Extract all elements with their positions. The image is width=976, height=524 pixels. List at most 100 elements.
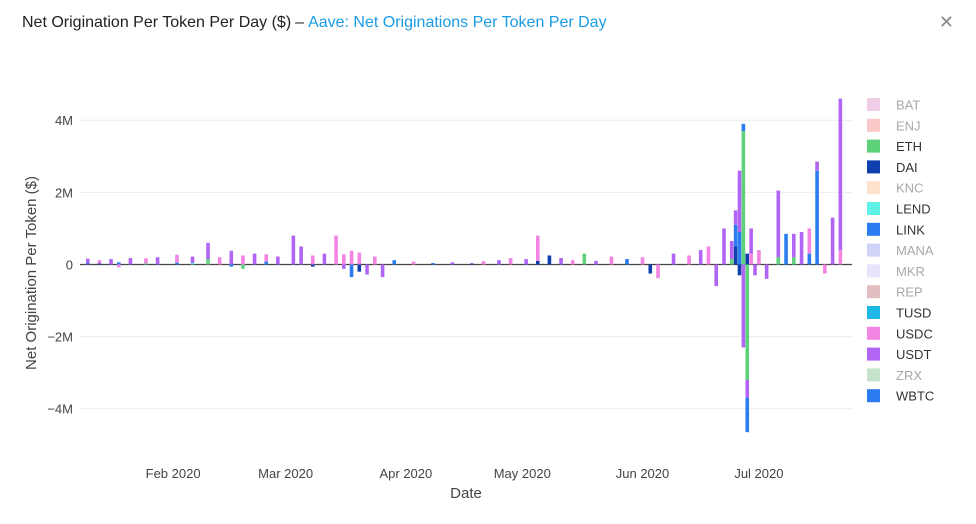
bar-segment-eth[interactable] xyxy=(206,259,210,265)
bar-segment-usdc[interactable] xyxy=(349,250,354,265)
legend-item-knc[interactable]: KNC xyxy=(867,181,923,196)
bar-segment-dai[interactable] xyxy=(733,246,738,265)
legend-item-enj[interactable]: ENJ xyxy=(867,118,921,133)
bar-segment-usdt[interactable] xyxy=(764,264,769,279)
bar-segment-link[interactable] xyxy=(741,123,746,132)
bar-segment-usdc[interactable] xyxy=(357,252,362,265)
bar-segment-usdt[interactable] xyxy=(109,259,113,265)
bar-segment-link[interactable] xyxy=(392,260,397,265)
bar-segment-usdc[interactable] xyxy=(217,257,222,265)
dashboard-link[interactable]: Aave: Net Originations Per Token Per Day xyxy=(308,14,607,31)
bar-segment-usdt[interactable] xyxy=(291,235,296,265)
legend-item-eth[interactable]: ETH xyxy=(867,139,922,154)
bar-segment-usdc[interactable] xyxy=(116,264,121,268)
bar-segment-usdt[interactable] xyxy=(341,264,346,269)
bar-segment-link[interactable] xyxy=(175,262,179,265)
bar-segment-dai[interactable] xyxy=(745,253,750,265)
bar-segment-usdc[interactable] xyxy=(570,260,575,265)
legend-item-tusd[interactable]: TUSD xyxy=(867,306,931,321)
bar-segment-eth[interactable] xyxy=(792,257,796,265)
bar-segment-usdt[interactable] xyxy=(815,161,819,171)
bar-segment-link[interactable] xyxy=(264,261,269,265)
bar-segment-usdt[interactable] xyxy=(206,242,210,260)
bar-segment-usdc[interactable] xyxy=(241,255,245,265)
bar-segment-usdt[interactable] xyxy=(380,264,385,278)
bar-segment-usdt[interactable] xyxy=(322,253,327,265)
bar-segment-dai[interactable] xyxy=(547,255,552,265)
legend-item-rep[interactable]: REP xyxy=(867,285,923,300)
bar-segment-usdt[interactable] xyxy=(559,257,563,265)
legend-item-dai[interactable]: DAI xyxy=(867,160,918,175)
legend-item-mkr[interactable]: MKR xyxy=(867,264,925,279)
bar-segment-usdt[interactable] xyxy=(128,257,133,265)
bar-segment-usdt[interactable] xyxy=(594,260,598,265)
bar-segment-usdc[interactable] xyxy=(411,261,416,265)
bar-segment-usdc[interactable] xyxy=(334,235,338,265)
bar-segment-eth[interactable] xyxy=(582,253,587,265)
bar-segment-usdt[interactable] xyxy=(365,264,369,275)
bar-segment-usdc[interactable] xyxy=(807,228,812,254)
bar-segment-usdc[interactable] xyxy=(175,254,179,263)
bar-segment-usdc[interactable] xyxy=(310,255,315,265)
bar-segment-usdc[interactable] xyxy=(481,261,486,265)
bar-segment-usdt[interactable] xyxy=(729,241,734,260)
bar-segment-usdc[interactable] xyxy=(508,257,513,265)
bar-segment-wbtc[interactable] xyxy=(745,397,750,433)
bar-segment-usdc[interactable] xyxy=(640,257,645,265)
bar-segment-eth[interactable] xyxy=(144,263,148,265)
bar-segment-link[interactable] xyxy=(737,232,742,265)
bar-segment-usdc[interactable] xyxy=(97,260,102,264)
bar-segment-dai[interactable] xyxy=(737,264,742,276)
bar-segment-link[interactable] xyxy=(85,263,90,265)
bar-segment-usdt[interactable] xyxy=(671,253,676,265)
bar-segment-eth[interactable] xyxy=(745,264,750,380)
legend-item-usdt[interactable]: USDT xyxy=(867,347,931,362)
legend-item-zrx[interactable]: ZRX xyxy=(867,368,922,383)
bar-segment-link[interactable] xyxy=(229,264,234,267)
bar-segment-usdc[interactable] xyxy=(757,250,761,265)
legend-item-usdc[interactable]: USDC xyxy=(867,326,933,341)
bar-segment-usdt[interactable] xyxy=(830,217,835,265)
close-icon[interactable]: ✕ xyxy=(938,12,954,33)
bar-segment-usdt[interactable] xyxy=(749,228,753,254)
bar-segment-usdt[interactable] xyxy=(737,170,742,233)
bar-segment-dai[interactable] xyxy=(357,264,362,272)
bar-segment-usdt[interactable] xyxy=(776,190,781,258)
legend-item-wbtc[interactable]: WBTC xyxy=(867,389,934,404)
bar-segment-eth[interactable] xyxy=(729,259,734,265)
bar-segment-usdt[interactable] xyxy=(753,264,757,276)
bar-segment-link[interactable] xyxy=(349,264,354,278)
bar-segment-usdc[interactable] xyxy=(687,255,691,265)
bar-segment-usdt[interactable] xyxy=(722,228,726,265)
bar-segment-dai[interactable] xyxy=(310,264,315,267)
bar-segment-usdt[interactable] xyxy=(229,250,234,265)
legend-item-bat[interactable]: BAT xyxy=(867,98,920,113)
bar-segment-usdt[interactable] xyxy=(252,253,257,265)
bar-segment-link[interactable] xyxy=(807,253,812,265)
bar-segment-dai[interactable] xyxy=(648,264,653,274)
bar-segment-eth[interactable] xyxy=(741,131,746,265)
bar-segment-usdt[interactable] xyxy=(190,256,195,264)
bar-segment-usdt[interactable] xyxy=(155,257,160,265)
bar-segment-link[interactable] xyxy=(625,259,629,265)
bar-segment-link[interactable] xyxy=(116,262,121,265)
bar-segment-usdc[interactable] xyxy=(535,235,540,261)
bar-segment-usdc[interactable] xyxy=(264,254,269,262)
bar-segment-usdt[interactable] xyxy=(698,250,703,265)
bar-segment-eth[interactable] xyxy=(241,264,245,269)
bar-segment-link[interactable] xyxy=(815,170,819,265)
bar-segment-usdt[interactable] xyxy=(524,259,528,265)
bar-segment-usdt[interactable] xyxy=(276,256,280,265)
bar-segment-usdc[interactable] xyxy=(838,250,843,265)
bar-segment-usdc[interactable] xyxy=(609,256,614,265)
bar-segment-usdt[interactable] xyxy=(733,210,738,225)
bar-segment-usdt[interactable] xyxy=(714,264,719,287)
bar-segment-link[interactable] xyxy=(431,263,435,265)
legend-item-lend[interactable]: LEND xyxy=(867,202,931,217)
bar-segment-usdt[interactable] xyxy=(745,379,750,398)
bar-segment-usdt[interactable] xyxy=(497,260,501,265)
bar-segment-usdc[interactable] xyxy=(656,264,660,279)
bar-segment-eth[interactable] xyxy=(776,257,781,265)
bar-segment-usdt[interactable] xyxy=(792,233,796,258)
bar-segment-link[interactable] xyxy=(784,233,788,265)
